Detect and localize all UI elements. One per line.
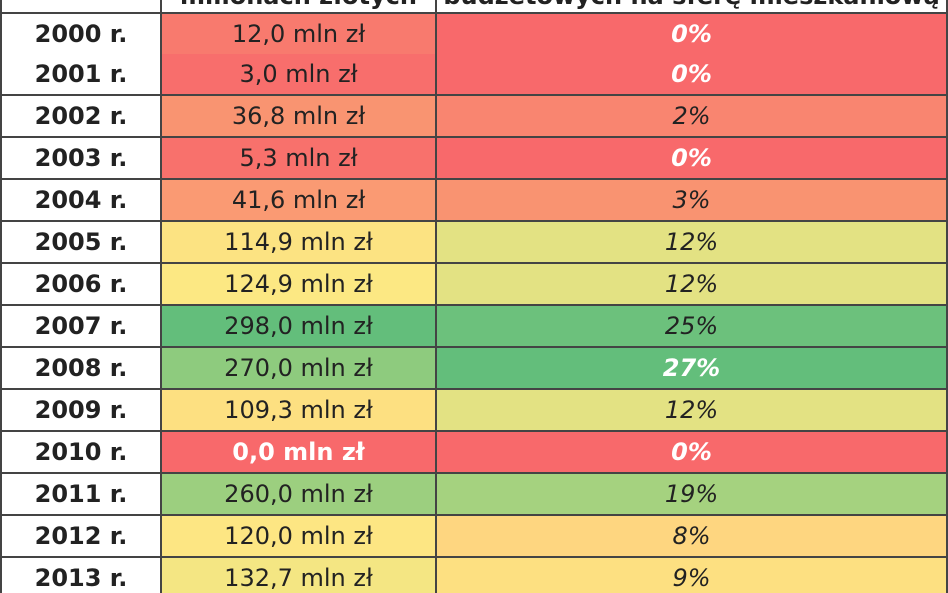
table-row: 2005 r. 114,9 mln zł 12% xyxy=(0,222,948,264)
table-row: 2006 r. 124,9 mln zł 12% xyxy=(0,264,948,306)
amount-cell: 3,0 mln zł xyxy=(162,54,437,94)
amount-cell: 109,3 mln zł xyxy=(162,390,437,430)
table-row: 2003 r. 5,3 mln zł 0% xyxy=(0,138,948,180)
amount-cell: 132,7 mln zł xyxy=(162,558,437,593)
amount-cell: 36,8 mln zł xyxy=(162,96,437,136)
amount-cell: 5,3 mln zł xyxy=(162,138,437,178)
header-amount: milionach złotych xyxy=(162,0,437,12)
share-cell: 3% xyxy=(437,180,948,220)
year-cell: 2002 r. xyxy=(0,96,162,136)
share-cell: 2% xyxy=(437,96,948,136)
amount-cell: 260,0 mln zł xyxy=(162,474,437,514)
table-row: 2009 r. 109,3 mln zł 12% xyxy=(0,390,948,432)
share-cell: 12% xyxy=(437,222,948,262)
year-cell: 2013 r. xyxy=(0,558,162,593)
table-row: 2010 r. 0,0 mln zł 0% xyxy=(0,432,948,474)
share-cell: 0% xyxy=(437,14,948,54)
year-cell: 2004 r. xyxy=(0,180,162,220)
year-cell: 2010 r. xyxy=(0,432,162,472)
table-row: 2004 r. 41,6 mln zł 3% xyxy=(0,180,948,222)
table-body: 2000 r. 12,0 mln zł 0% 2001 r. 3,0 mln zł 0% 2… xyxy=(0,12,948,593)
amount-cell: 41,6 mln zł xyxy=(162,180,437,220)
table-row: 2002 r. 36,8 mln zł 2% xyxy=(0,96,948,138)
amount-cell: 120,0 mln zł xyxy=(162,516,437,556)
share-cell: 0% xyxy=(437,432,948,472)
year-cell: 2007 r. xyxy=(0,306,162,346)
year-cell: 2000 r. xyxy=(0,14,162,54)
amount-cell: 270,0 mln zł xyxy=(162,348,437,388)
amount-cell: 12,0 mln zł xyxy=(162,14,437,54)
share-cell: 0% xyxy=(437,138,948,178)
header-year xyxy=(0,0,162,12)
table-row: 2008 r. 270,0 mln zł 27% xyxy=(0,348,948,390)
amount-cell: 0,0 mln zł xyxy=(162,432,437,472)
share-cell: 9% xyxy=(437,558,948,593)
share-cell: 25% xyxy=(437,306,948,346)
table-row: 2007 r. 298,0 mln zł 25% xyxy=(0,306,948,348)
share-cell: 0% xyxy=(437,54,948,94)
table-row: 2000 r. 12,0 mln zł 0% xyxy=(0,12,948,54)
year-cell: 2003 r. xyxy=(0,138,162,178)
year-cell: 2006 r. xyxy=(0,264,162,304)
share-cell: 12% xyxy=(437,264,948,304)
share-cell: 19% xyxy=(437,474,948,514)
year-cell: 2001 r. xyxy=(0,54,162,94)
year-cell: 2011 r. xyxy=(0,474,162,514)
table-row: 2013 r. 132,7 mln zł 9% xyxy=(0,558,948,593)
amount-cell: 298,0 mln zł xyxy=(162,306,437,346)
table-row: 2001 r. 3,0 mln zł 0% xyxy=(0,54,948,96)
table-row: 2011 r. 260,0 mln zł 19% xyxy=(0,474,948,516)
year-cell: 2012 r. xyxy=(0,516,162,556)
share-cell: 12% xyxy=(437,390,948,430)
year-cell: 2008 r. xyxy=(0,348,162,388)
amount-cell: 124,9 mln zł xyxy=(162,264,437,304)
amount-cell: 114,9 mln zł xyxy=(162,222,437,262)
share-cell: 8% xyxy=(437,516,948,556)
year-cell: 2009 r. xyxy=(0,390,162,430)
header-share: budżetowych na sferę mieszkaniową xyxy=(437,0,948,12)
share-cell: 27% xyxy=(437,348,948,388)
table-row: 2012 r. 120,0 mln zł 8% xyxy=(0,516,948,558)
year-cell: 2005 r. xyxy=(0,222,162,262)
